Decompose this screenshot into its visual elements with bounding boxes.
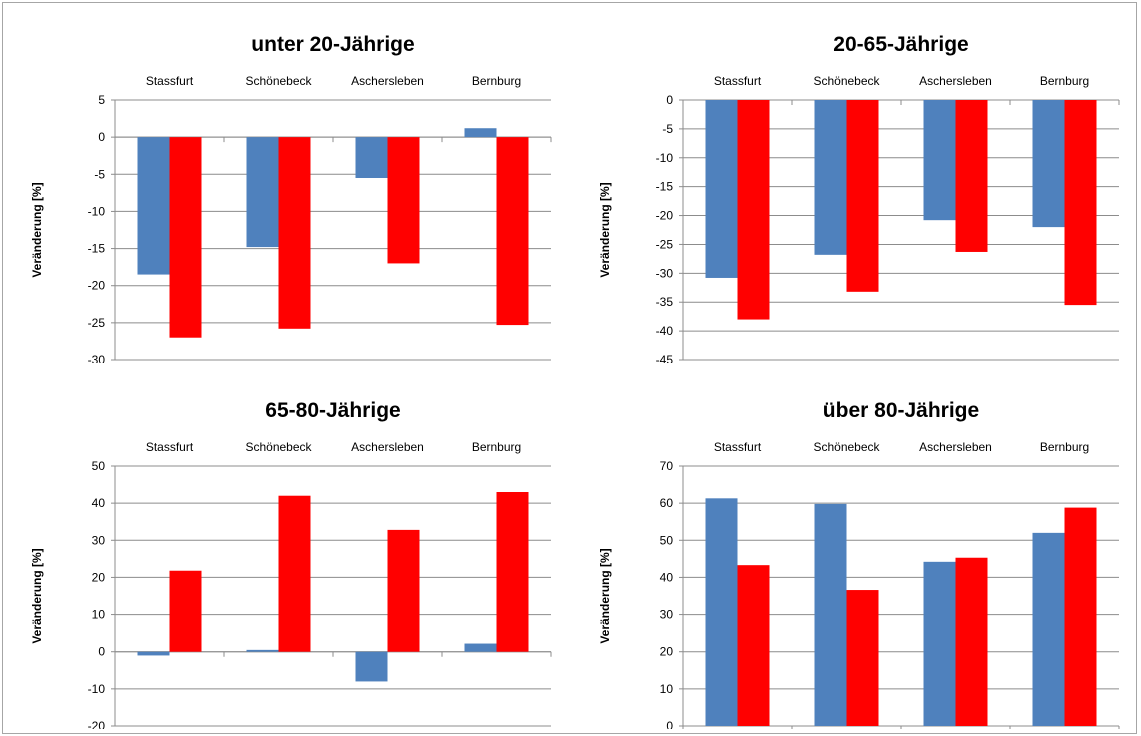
bar xyxy=(923,561,956,726)
category-label: Bernburg xyxy=(1040,440,1089,454)
y-tick-label: -10 xyxy=(88,682,106,696)
y-tick-label: 10 xyxy=(92,608,106,622)
chart-title: unter 20-Jährige xyxy=(251,33,414,56)
y-tick-label: -10 xyxy=(656,151,674,165)
y-tick-label: -25 xyxy=(88,316,106,330)
category-label: Aschersleben xyxy=(351,74,424,88)
chart-title: über 80-Jährige xyxy=(823,399,979,422)
bar xyxy=(246,649,279,652)
category-label: Schönebeck xyxy=(245,74,312,88)
y-tick-label: 30 xyxy=(660,608,674,622)
bar xyxy=(846,590,879,726)
bar xyxy=(464,128,497,138)
y-tick-label: -35 xyxy=(656,295,674,309)
y-axis-title: Veränderung [%] xyxy=(598,548,612,643)
y-tick-label: 70 xyxy=(660,459,674,473)
category-label: Schönebeck xyxy=(813,440,880,454)
y-tick-label: -5 xyxy=(94,167,105,181)
bar xyxy=(955,557,988,726)
y-tick-label: -15 xyxy=(88,242,106,256)
y-tick-label: -20 xyxy=(88,279,106,293)
bar xyxy=(955,100,988,252)
bar xyxy=(278,137,311,329)
bar xyxy=(169,570,202,652)
chart-svg: unter 20-Jährige 5 0 -5 -10 -15 -20 -25 -30 Stass… xyxy=(30,33,552,363)
bar xyxy=(137,137,170,275)
category-label: Stassfurt xyxy=(146,74,194,88)
y-tick-label: -10 xyxy=(88,204,106,218)
category-label: Schönebeck xyxy=(245,440,312,454)
bar xyxy=(387,529,420,652)
bar xyxy=(355,137,388,178)
chart-panel-20-65: 20-65-Jährige 0 -5 -10 -15 -20 -25 -30 -35 -40 -45… xyxy=(571,3,1131,363)
y-tick-label: -30 xyxy=(656,266,674,280)
y-tick-label: -20 xyxy=(656,209,674,223)
category-label: Bernburg xyxy=(472,74,521,88)
y-tick-label: -45 xyxy=(656,353,674,363)
chart-panel-unter-20: unter 20-Jährige 5 0 -5 -10 -15 -20 -25 -30 Stass… xyxy=(3,3,563,363)
y-tick-label: -20 xyxy=(88,719,106,729)
y-tick-label: 50 xyxy=(660,533,674,547)
category-label: Bernburg xyxy=(1040,74,1089,88)
y-axis-title: Veränderung [%] xyxy=(30,548,44,643)
bar xyxy=(355,651,388,682)
bar xyxy=(737,565,770,726)
chart-title: 20-65-Jährige xyxy=(833,33,968,56)
bar xyxy=(246,137,279,248)
bar xyxy=(737,100,770,320)
category-label: Aschersleben xyxy=(351,440,424,454)
y-tick-label: 20 xyxy=(92,570,106,584)
y-tick-label: 0 xyxy=(98,130,105,144)
bar xyxy=(496,137,529,326)
category-label: Stassfurt xyxy=(714,440,762,454)
y-tick-label: -5 xyxy=(662,122,673,136)
bar xyxy=(137,651,170,656)
y-tick-label: 50 xyxy=(92,459,106,473)
bar xyxy=(1032,532,1065,726)
category-label: Stassfurt xyxy=(146,440,194,454)
y-tick-label: 10 xyxy=(660,682,674,696)
category-label: Schönebeck xyxy=(813,74,880,88)
chart-title: 65-80-Jährige xyxy=(265,399,400,422)
bar xyxy=(1064,507,1097,726)
y-tick-label: 5 xyxy=(98,93,105,107)
bar xyxy=(278,495,311,652)
category-label: Aschersleben xyxy=(919,440,992,454)
bar xyxy=(387,137,420,264)
y-tick-label: 0 xyxy=(666,93,673,107)
category-label: Stassfurt xyxy=(714,74,762,88)
bar xyxy=(464,643,497,652)
bar xyxy=(814,503,847,726)
bar xyxy=(1064,100,1097,306)
y-tick-label: -15 xyxy=(656,180,674,194)
bar xyxy=(814,100,847,255)
bar xyxy=(1032,100,1065,228)
y-tick-label: 0 xyxy=(666,719,673,729)
y-tick-label: 60 xyxy=(660,496,674,510)
y-tick-label: 40 xyxy=(92,496,106,510)
chart-panel-65-80: 65-80-Jährige 50 40 30 20 10 0 -10 -20 Stassfurt S… xyxy=(3,369,563,729)
chart-panel-ueber-80: über 80-Jährige 70 60 50 40 30 20 10 0 Stassfurt S… xyxy=(571,369,1131,729)
bar xyxy=(705,100,738,278)
bar xyxy=(846,100,879,292)
y-tick-label: 0 xyxy=(98,645,105,659)
y-tick-label: -40 xyxy=(656,324,674,338)
y-tick-label: 40 xyxy=(660,570,674,584)
bar xyxy=(705,498,738,726)
y-tick-label: 30 xyxy=(92,533,106,547)
bar xyxy=(923,100,956,221)
y-tick-label: 20 xyxy=(660,645,674,659)
category-label: Bernburg xyxy=(472,440,521,454)
bar xyxy=(169,137,202,338)
y-axis-title: Veränderung [%] xyxy=(598,182,612,277)
chart-svg: 65-80-Jährige 50 40 30 20 10 0 -10 -20 Stassfurt S… xyxy=(30,399,552,729)
chart-svg: über 80-Jährige 70 60 50 40 30 20 10 0 Stassfurt S… xyxy=(598,399,1120,729)
bar xyxy=(496,492,529,652)
y-tick-label: -25 xyxy=(656,237,674,251)
chart-svg: 20-65-Jährige 0 -5 -10 -15 -20 -25 -30 -35 -40 -45… xyxy=(598,33,1120,363)
y-axis-title: Veränderung [%] xyxy=(30,182,44,277)
y-tick-label: -30 xyxy=(88,353,106,363)
category-label: Aschersleben xyxy=(919,74,992,88)
